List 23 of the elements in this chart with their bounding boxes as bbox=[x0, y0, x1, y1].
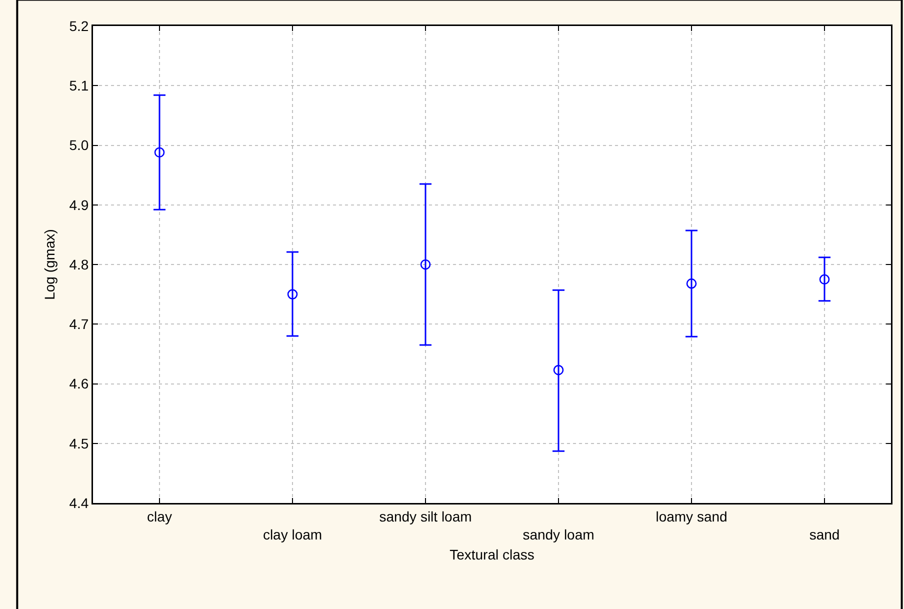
point bbox=[819, 274, 830, 285]
y-tick-label: 4.6 bbox=[69, 376, 89, 392]
y-tick-label: 4.5 bbox=[69, 435, 89, 452]
x-tick-label: clay loam bbox=[262, 526, 322, 542]
point bbox=[154, 147, 165, 158]
point bbox=[553, 364, 564, 376]
x-tick-label: sandy silt loam bbox=[379, 508, 472, 524]
x-axis-title: Textural class bbox=[450, 546, 534, 563]
y-tick-label: 4.4 bbox=[69, 494, 89, 511]
x-tick-label: sand bbox=[809, 526, 840, 542]
y-tick-label: 4.8 bbox=[69, 256, 89, 272]
point bbox=[287, 289, 298, 300]
y-tick-label: 5.2 bbox=[69, 18, 89, 34]
x-tick-label: loamy sand bbox=[656, 508, 728, 524]
x-tick-label: clay bbox=[147, 508, 172, 524]
y-tick-label: 4.7 bbox=[69, 316, 89, 332]
y-tick-label: 5.1 bbox=[69, 78, 89, 94]
y-axis-title: Log (gmax) bbox=[42, 229, 58, 300]
point bbox=[686, 278, 697, 289]
x-tick-label: sandy loam bbox=[522, 526, 594, 542]
point bbox=[420, 259, 431, 270]
y-tick-label: 4.9 bbox=[69, 196, 89, 213]
y-tick-label: 5.0 bbox=[69, 137, 89, 154]
